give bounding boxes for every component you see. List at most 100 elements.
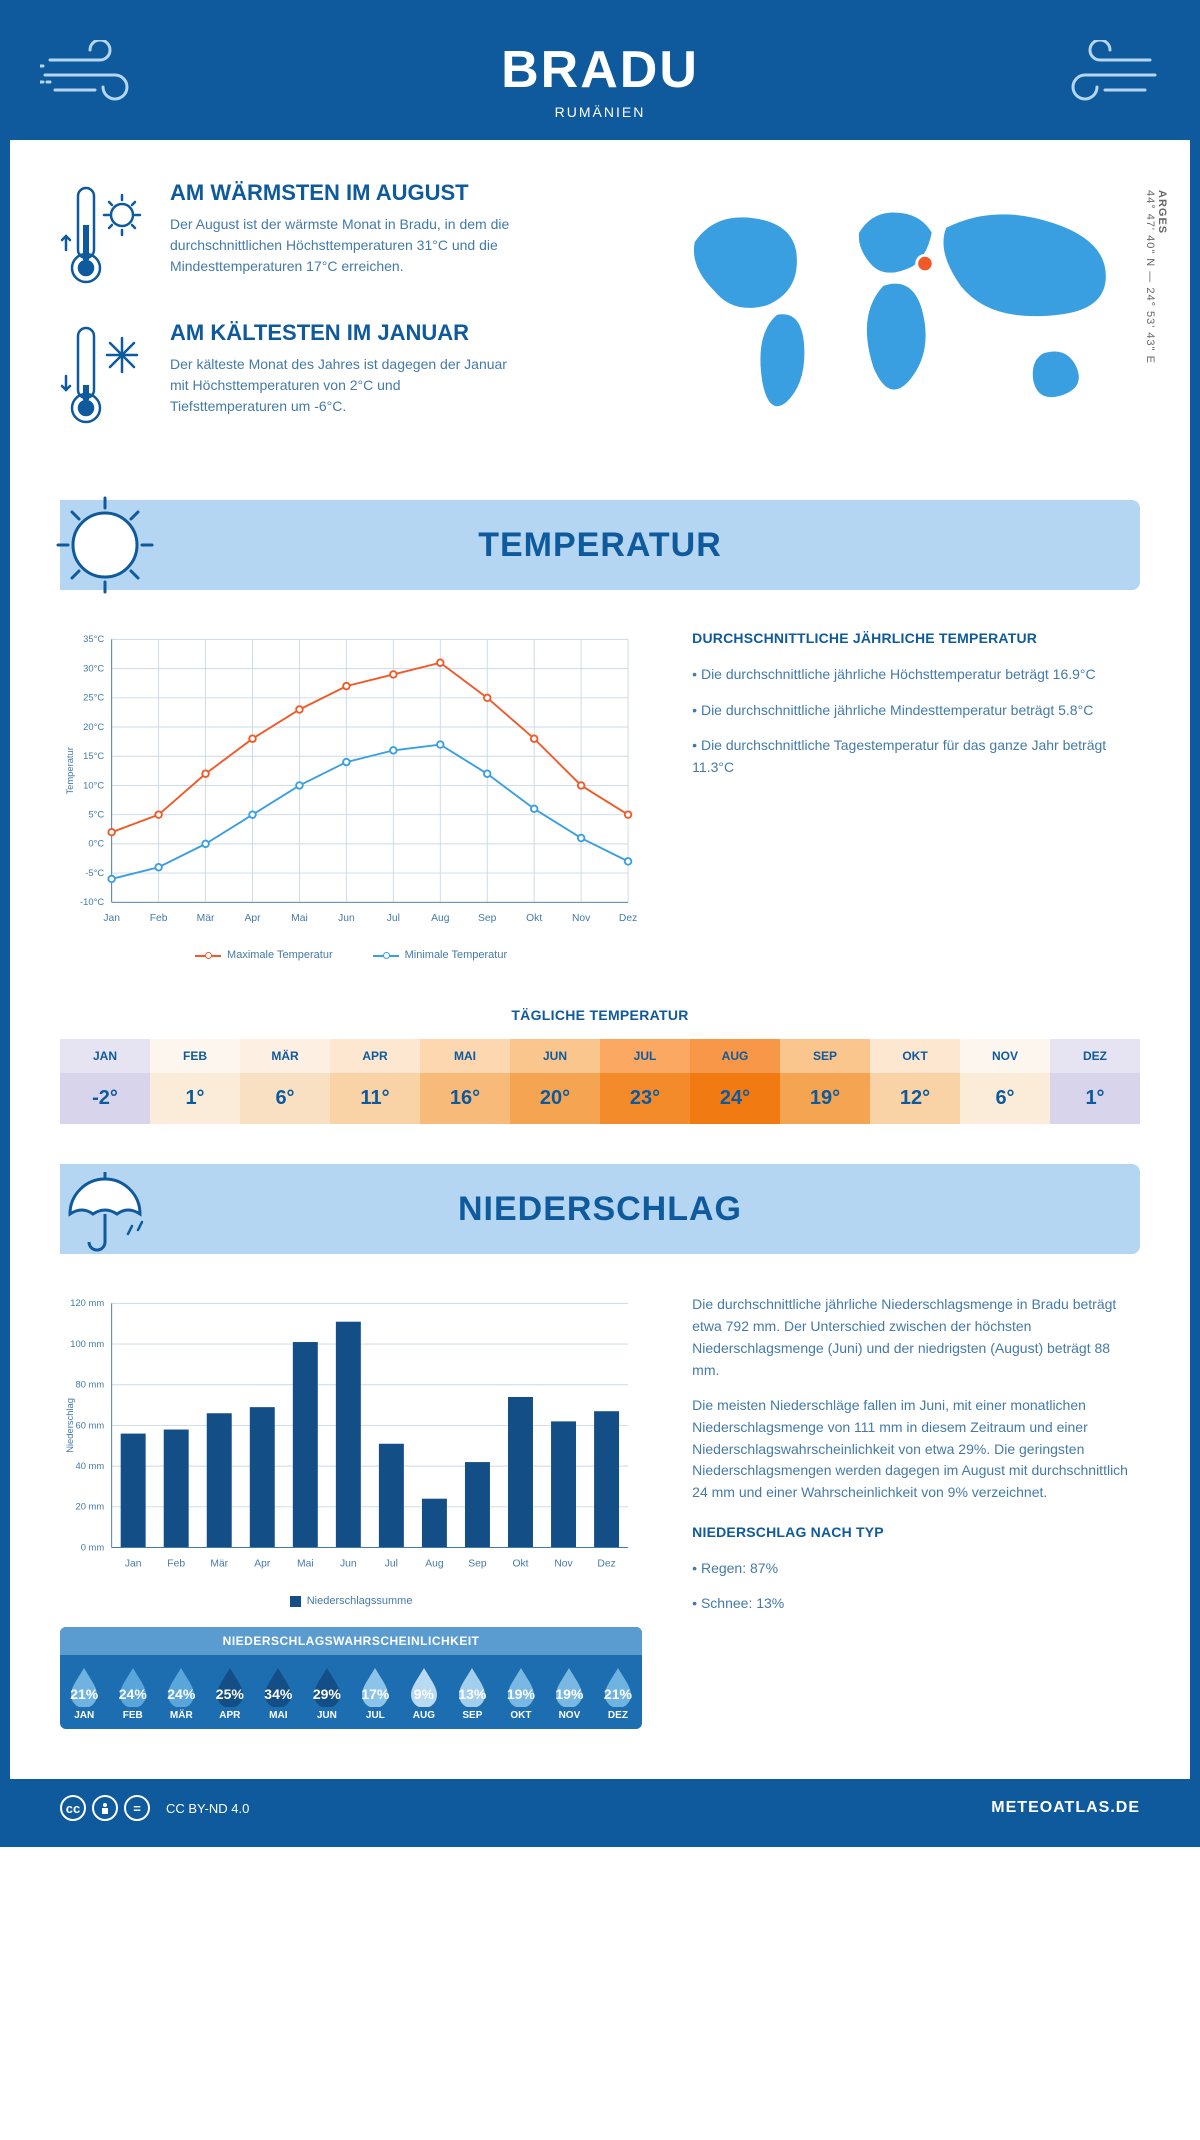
country-name: RUMÄNIEN xyxy=(30,104,1170,120)
svg-text:Jan: Jan xyxy=(103,913,120,924)
hottest-title: AM WÄRMSTEN IM AUGUST xyxy=(170,180,510,206)
section-title: TEMPERATUR xyxy=(60,526,1140,565)
prob-cell: 24%FEB xyxy=(109,1655,158,1729)
svg-text:Niederschlag: Niederschlag xyxy=(65,1399,75,1454)
svg-text:60 mm: 60 mm xyxy=(75,1421,104,1431)
city-name: BRADU xyxy=(30,40,1170,100)
svg-text:Temperatur: Temperatur xyxy=(65,747,75,794)
svg-text:Feb: Feb xyxy=(150,913,168,924)
prob-cell: 25%APR xyxy=(206,1655,255,1729)
precip-type-bullet: • Regen: 87% xyxy=(692,1558,1140,1580)
section-temperature: TEMPERATUR xyxy=(60,500,1140,590)
precip-legend: Niederschlagssumme xyxy=(60,1595,642,1607)
prob-cell: 21%JAN xyxy=(60,1655,109,1729)
temperature-line-chart: -10°C-5°C0°C5°C10°C15°C20°C25°C30°C35°CJ… xyxy=(60,630,642,930)
svg-text:Mär: Mär xyxy=(197,913,215,924)
precip-paragraph: Die meisten Niederschläge fallen im Juni… xyxy=(692,1395,1140,1503)
svg-text:35°C: 35°C xyxy=(83,634,104,644)
section-title: NIEDERSCHLAG xyxy=(60,1190,1140,1229)
temp-info-bullet: • Die durchschnittliche jährliche Mindes… xyxy=(692,700,1140,722)
daily-temp-title: TÄGLICHE TEMPERATUR xyxy=(10,1007,1190,1023)
cc-icon: cc xyxy=(60,1795,86,1821)
thermometer-hot-icon xyxy=(60,180,150,290)
precip-paragraph: Die durchschnittliche jährliche Niedersc… xyxy=(692,1294,1140,1381)
svg-text:Apr: Apr xyxy=(254,1559,271,1570)
svg-text:-10°C: -10°C xyxy=(80,897,104,907)
svg-text:100 mm: 100 mm xyxy=(70,1339,104,1349)
header: BRADU RUMÄNIEN xyxy=(10,10,1190,140)
temp-cell: JUN 20° xyxy=(510,1039,600,1124)
precip-type-title: NIEDERSCHLAG NACH TYP xyxy=(692,1524,1140,1540)
prob-cell: 24%MÄR xyxy=(157,1655,206,1729)
section-precipitation: NIEDERSCHLAG xyxy=(60,1164,1140,1254)
svg-text:-5°C: -5°C xyxy=(85,868,104,878)
hottest-text: Der August ist der wärmste Monat in Brad… xyxy=(170,214,510,277)
svg-text:Feb: Feb xyxy=(167,1559,185,1570)
hottest-block: AM WÄRMSTEN IM AUGUST Der August ist der… xyxy=(60,180,616,290)
temp-info-title: DURCHSCHNITTLICHE JÄHRLICHE TEMPERATUR xyxy=(692,630,1140,646)
coldest-block: AM KÄLTESTEN IM JANUAR Der kälteste Mona… xyxy=(60,320,616,430)
sun-icon xyxy=(50,490,160,600)
footer: cc = CC BY-ND 4.0 METEOATLAS.DE xyxy=(10,1779,1190,1837)
temp-cell: SEP 19° xyxy=(780,1039,870,1124)
temp-cell: JAN -2° xyxy=(60,1039,150,1124)
temp-cell: NOV 6° xyxy=(960,1039,1050,1124)
coordinates: ARGES 44° 47' 40" N — 24° 53' 43" E xyxy=(1144,190,1168,364)
svg-text:Apr: Apr xyxy=(244,913,261,924)
temp-info-bullet: • Die durchschnittliche jährliche Höchst… xyxy=(692,664,1140,686)
coldest-title: AM KÄLTESTEN IM JANUAR xyxy=(170,320,510,346)
svg-text:Sep: Sep xyxy=(478,913,497,924)
brand-name: METEOATLAS.DE xyxy=(991,1799,1140,1817)
svg-text:Jul: Jul xyxy=(385,1559,398,1570)
license-text: CC BY-ND 4.0 xyxy=(166,1801,249,1816)
svg-text:20 mm: 20 mm xyxy=(75,1502,104,1512)
svg-text:Mär: Mär xyxy=(210,1559,228,1570)
temp-cell: MAI 16° xyxy=(420,1039,510,1124)
prob-cell: 19%OKT xyxy=(497,1655,546,1729)
precipitation-bar-chart: 0 mm20 mm40 mm60 mm80 mm100 mm120 mmJanF… xyxy=(60,1294,642,1576)
nd-icon: = xyxy=(124,1795,150,1821)
temp-cell: MÄR 6° xyxy=(240,1039,330,1124)
temp-cell: JUL 23° xyxy=(600,1039,690,1124)
svg-text:Dez: Dez xyxy=(597,1559,615,1570)
prob-cell: 17%JUL xyxy=(351,1655,400,1729)
svg-text:Mai: Mai xyxy=(291,913,308,924)
svg-text:20°C: 20°C xyxy=(83,722,104,732)
prob-cell: 29%JUN xyxy=(303,1655,352,1729)
summary-row: AM WÄRMSTEN IM AUGUST Der August ist der… xyxy=(10,140,1190,490)
svg-text:Nov: Nov xyxy=(572,913,591,924)
world-map: ARGES 44° 47' 40" N — 24° 53' 43" E xyxy=(656,180,1140,460)
temp-cell: DEZ 1° xyxy=(1050,1039,1140,1124)
svg-text:80 mm: 80 mm xyxy=(75,1380,104,1390)
wind-icon xyxy=(1050,40,1160,110)
svg-text:Jan: Jan xyxy=(125,1559,142,1570)
svg-text:Jun: Jun xyxy=(338,913,355,924)
temp-cell: APR 11° xyxy=(330,1039,420,1124)
svg-text:120 mm: 120 mm xyxy=(70,1299,104,1309)
daily-temperature-table: JAN -2° FEB 1° MÄR 6° APR 11° MAI 16° JU… xyxy=(60,1039,1140,1124)
svg-text:25°C: 25°C xyxy=(83,693,104,703)
svg-text:Okt: Okt xyxy=(526,913,542,924)
svg-text:40 mm: 40 mm xyxy=(75,1461,104,1471)
svg-text:Aug: Aug xyxy=(425,1559,444,1570)
by-icon xyxy=(92,1795,118,1821)
temp-cell: AUG 24° xyxy=(690,1039,780,1124)
precip-type-bullet: • Schnee: 13% xyxy=(692,1593,1140,1615)
precipitation-probability-bar: NIEDERSCHLAGSWAHRSCHEINLICHKEIT 21%JAN 2… xyxy=(60,1627,642,1729)
prob-cell: 9%AUG xyxy=(400,1655,449,1729)
precipitation-info: Die durchschnittliche jährliche Niedersc… xyxy=(692,1294,1140,1729)
thermometer-cold-icon xyxy=(60,320,150,430)
wind-icon xyxy=(40,40,150,110)
svg-text:Mai: Mai xyxy=(297,1559,314,1570)
svg-text:Okt: Okt xyxy=(512,1559,528,1570)
temp-legend: Maximale Temperatur Minimale Temperatur xyxy=(60,949,642,961)
temperature-chart-row: -10°C-5°C0°C5°C10°C15°C20°C25°C30°C35°CJ… xyxy=(10,590,1190,981)
coldest-text: Der kälteste Monat des Jahres ist dagege… xyxy=(170,354,510,417)
svg-text:Nov: Nov xyxy=(554,1559,573,1570)
temp-cell: OKT 12° xyxy=(870,1039,960,1124)
umbrella-icon xyxy=(50,1154,160,1264)
svg-text:10°C: 10°C xyxy=(83,780,104,790)
prob-title: NIEDERSCHLAGSWAHRSCHEINLICHKEIT xyxy=(60,1627,642,1655)
svg-text:30°C: 30°C xyxy=(83,663,104,673)
svg-text:Jun: Jun xyxy=(340,1559,357,1570)
